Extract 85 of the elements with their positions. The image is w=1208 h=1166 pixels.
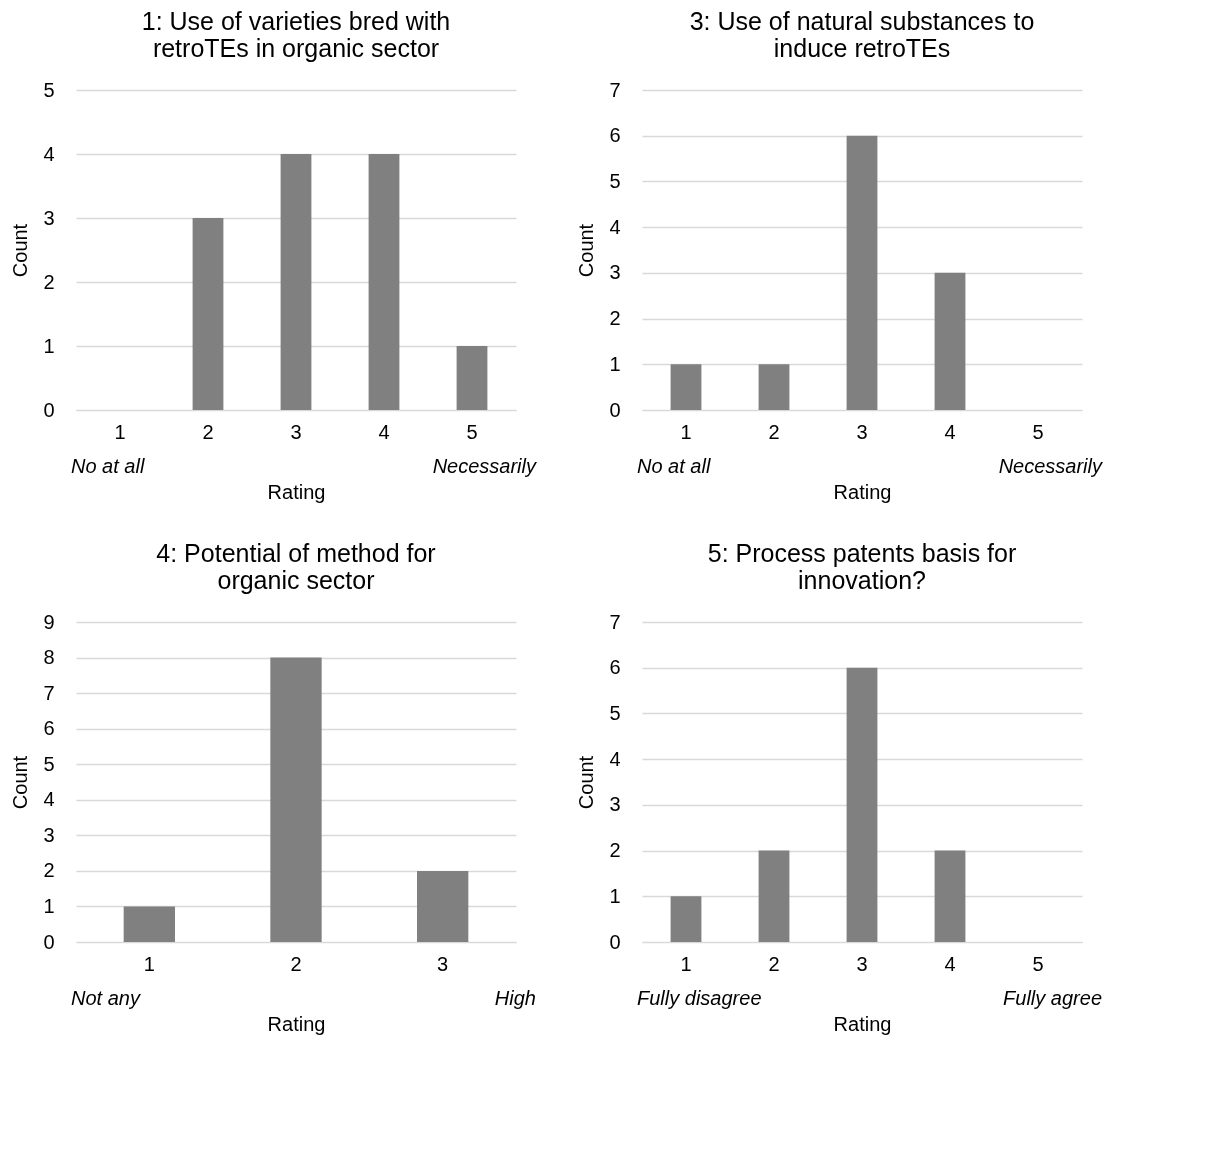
y-tick-label: 3 xyxy=(43,206,55,229)
x-tick-label: 2 xyxy=(290,952,302,975)
y-tick-label: 5 xyxy=(609,169,621,192)
x-tick-label: 4 xyxy=(944,420,956,443)
bar xyxy=(192,218,224,410)
text: Necessarily xyxy=(432,455,537,477)
text: Fully agree xyxy=(1003,987,1102,1009)
x-tick-label: 4 xyxy=(378,420,390,443)
chart-title: 1: Use of varieties bred with retroTEs in organic sector xyxy=(141,7,451,62)
y-tick-label: 2 xyxy=(609,839,621,862)
bar xyxy=(280,154,312,410)
y-tick-label: 3 xyxy=(43,823,55,846)
chart-title: 5: Process patents basis for innovation? xyxy=(707,539,1017,594)
chart-title: 3: Use of natural substances to induce retroTEs xyxy=(689,7,1035,62)
y-tick-label: 5 xyxy=(609,701,621,724)
x-tick-label: 3 xyxy=(437,952,449,975)
x-axis-title: Rating xyxy=(833,1012,892,1035)
y-tick-label: 0 xyxy=(43,398,55,421)
y-tick-label: 8 xyxy=(43,646,55,669)
y-tick-label: 4 xyxy=(609,747,621,770)
y-tick-label: 1 xyxy=(43,334,55,357)
x-tick-label: 1 xyxy=(114,420,126,443)
y-tick-label: 4 xyxy=(43,788,55,811)
y-tick-label: 0 xyxy=(609,930,621,953)
x-tick-label: 4 xyxy=(944,952,956,975)
bar xyxy=(270,657,322,942)
y-tick-label: 1 xyxy=(609,884,621,907)
text: High xyxy=(494,987,536,1009)
y-tick-label: 9 xyxy=(43,610,55,633)
text: Not any xyxy=(71,987,141,1009)
bar xyxy=(934,272,966,410)
x-tick-label: 1 xyxy=(680,420,692,443)
y-axis-title: Count xyxy=(9,755,32,810)
x-axis-title: Rating xyxy=(833,480,892,503)
y-tick-label: 1 xyxy=(609,352,621,375)
y-tick-label: 7 xyxy=(609,78,621,101)
bar xyxy=(758,850,790,942)
x-tick-label: 3 xyxy=(856,952,868,975)
y-tick-label: 2 xyxy=(43,270,55,293)
x-tick-label: 3 xyxy=(856,420,868,443)
bar xyxy=(846,667,878,942)
y-tick-label: 2 xyxy=(43,859,55,882)
y-tick-label: 5 xyxy=(43,78,55,101)
bar xyxy=(123,906,175,942)
y-axis-title: Count xyxy=(575,223,598,278)
y-tick-label: 6 xyxy=(609,124,621,147)
bar xyxy=(670,896,702,942)
bar xyxy=(368,154,400,410)
bar xyxy=(417,870,469,942)
y-axis-title: Count xyxy=(575,755,598,810)
text: No at all xyxy=(637,455,711,477)
x-axis-title: Rating xyxy=(267,1012,326,1035)
y-tick-label: 6 xyxy=(609,656,621,679)
bar xyxy=(846,135,878,410)
x-axis-title: Rating xyxy=(267,480,326,503)
text: Necessarily xyxy=(998,455,1103,477)
y-axis-title: Count xyxy=(9,223,32,278)
y-tick-label: 5 xyxy=(43,752,55,775)
x-tick-label: 2 xyxy=(202,420,214,443)
y-tick-label: 4 xyxy=(609,215,621,238)
text: No at all xyxy=(71,455,145,477)
text: Fully disagree xyxy=(637,987,762,1009)
bar xyxy=(456,346,488,410)
y-tick-label: 6 xyxy=(43,717,55,740)
bar xyxy=(758,364,790,410)
y-tick-label: 0 xyxy=(609,398,621,421)
y-tick-label: 3 xyxy=(609,261,621,284)
x-tick-label: 2 xyxy=(768,420,780,443)
y-tick-label: 2 xyxy=(609,307,621,330)
x-tick-label: 2 xyxy=(768,952,780,975)
y-tick-label: 4 xyxy=(43,142,55,165)
y-tick-label: 0 xyxy=(43,930,55,953)
y-tick-label: 7 xyxy=(609,610,621,633)
y-tick-label: 3 xyxy=(609,793,621,816)
y-tick-label: 1 xyxy=(43,894,55,917)
x-tick-label: 1 xyxy=(143,952,155,975)
x-tick-label: 3 xyxy=(290,420,302,443)
chart-title: 4: Potential of method for organic sector xyxy=(156,539,436,594)
y-tick-label: 7 xyxy=(43,681,55,704)
x-tick-label: 1 xyxy=(680,952,692,975)
bar xyxy=(934,850,966,942)
x-tick-label: 5 xyxy=(1032,952,1044,975)
bar xyxy=(670,364,702,410)
x-tick-label: 5 xyxy=(466,420,478,443)
x-tick-label: 5 xyxy=(1032,420,1044,443)
